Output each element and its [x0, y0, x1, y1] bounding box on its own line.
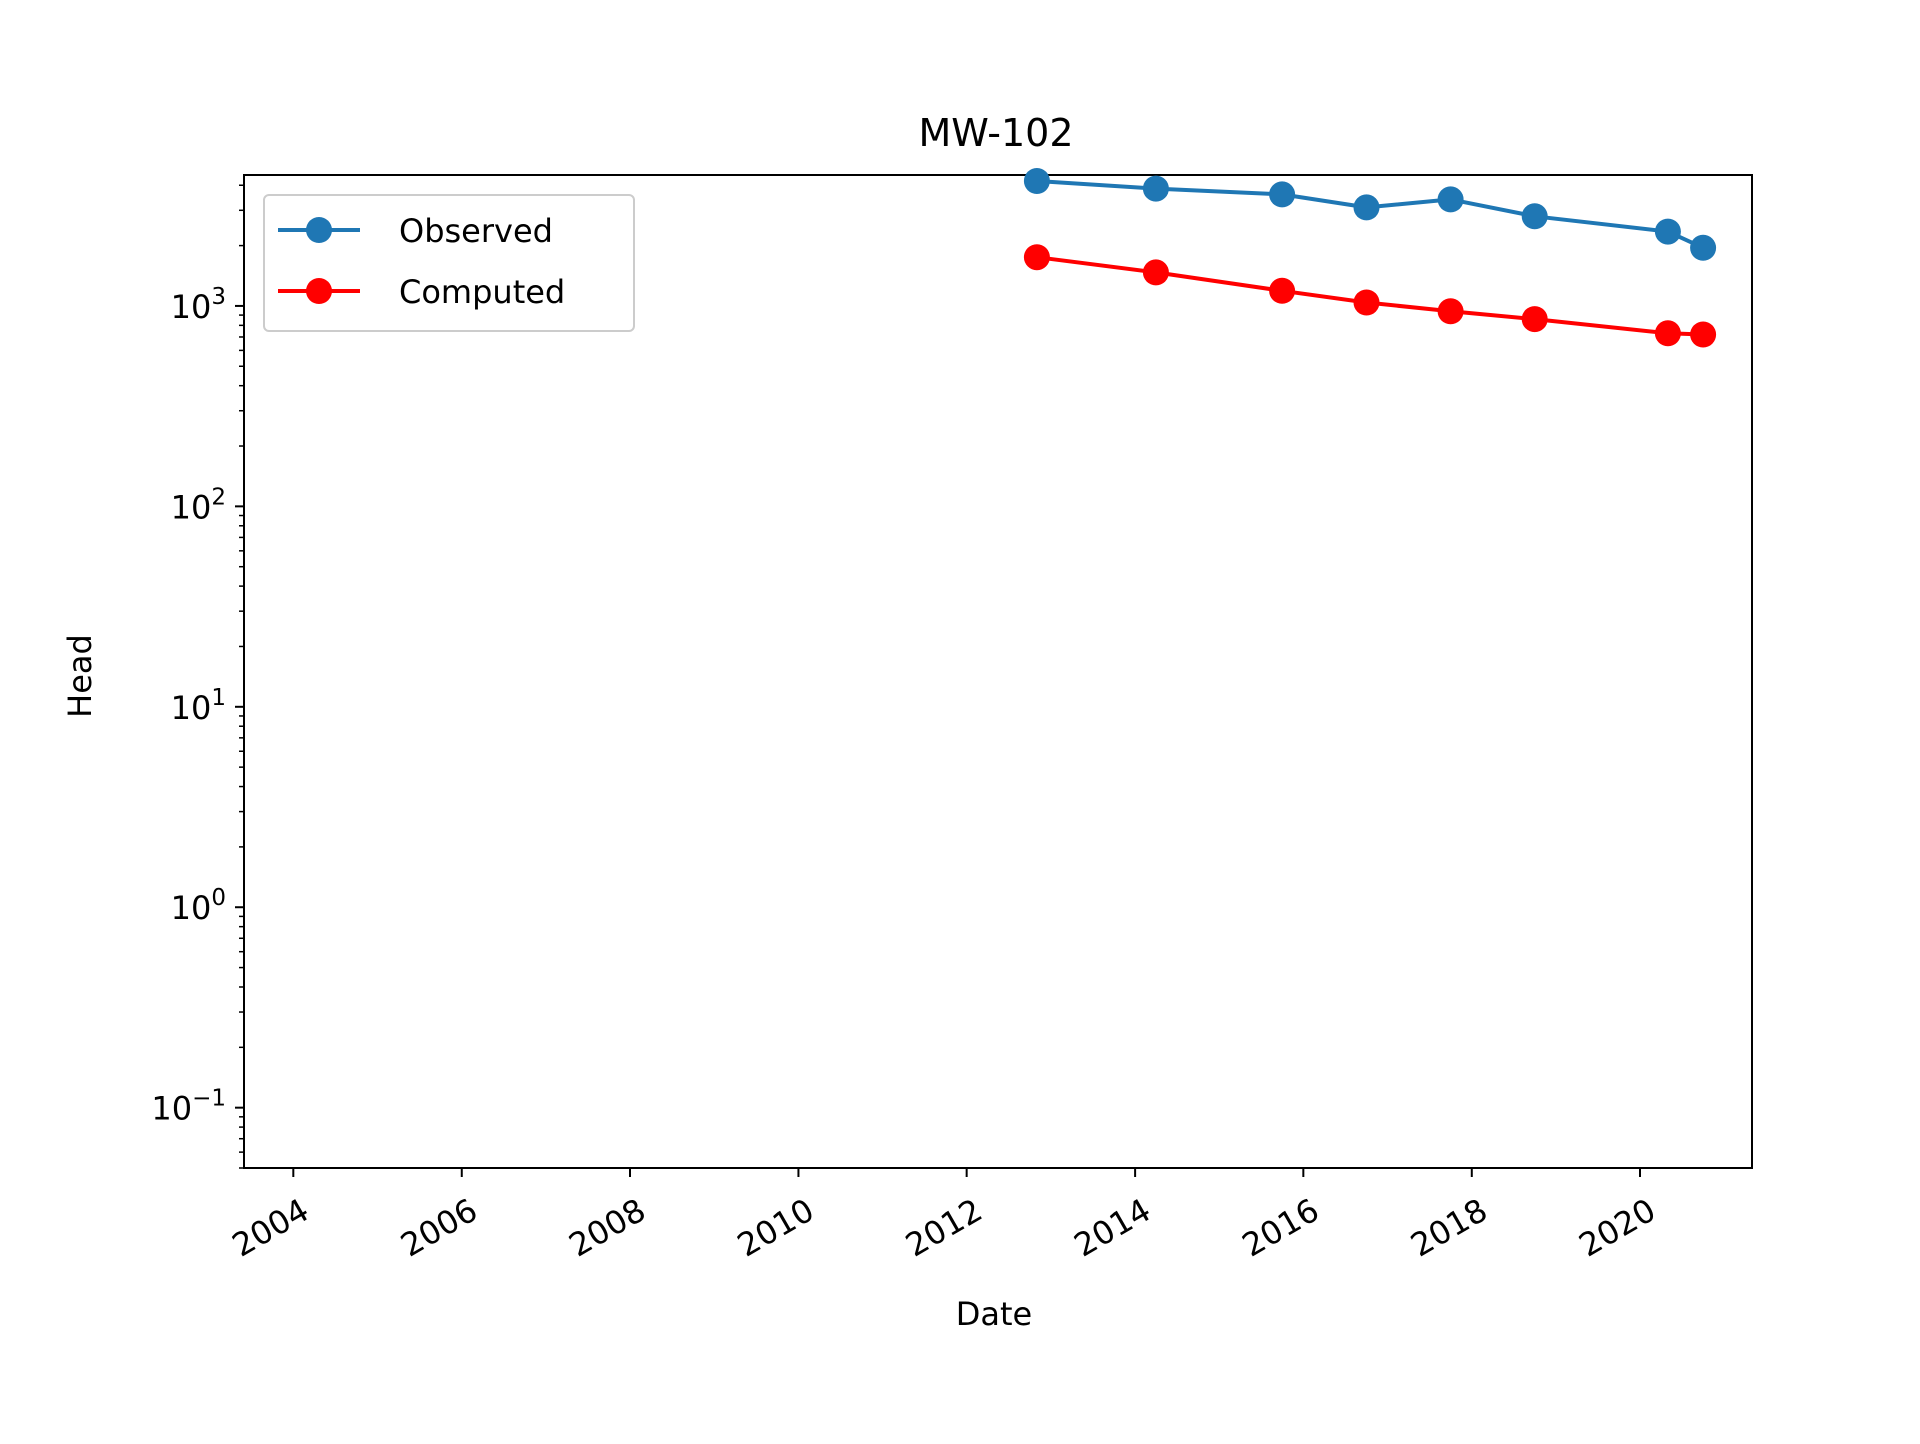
data-point-computed-7 — [1690, 321, 1717, 348]
series-layer — [1023, 168, 1717, 348]
y-tick-label-10: 101 — [171, 685, 226, 727]
data-point-computed-3 — [1353, 289, 1380, 316]
legend: Observed Computed — [263, 194, 635, 332]
data-point-observed-6 — [1654, 218, 1681, 245]
data-point-observed-3 — [1353, 194, 1380, 221]
plot-frame — [243, 174, 1753, 1169]
data-point-observed-2 — [1269, 181, 1296, 208]
y-tick-label-0.1: 10−1 — [151, 1086, 226, 1128]
legend-item-observed: Observed — [278, 212, 553, 250]
y-axis: 10−1 100 101 102 103 — [151, 184, 244, 1169]
data-point-observed-0 — [1023, 168, 1050, 194]
y-tick-label-1000: 103 — [171, 284, 226, 326]
legend-label-observed: Observed — [399, 212, 553, 250]
data-point-observed-1 — [1142, 175, 1169, 202]
data-point-observed-7 — [1690, 234, 1717, 261]
y-tick-label-1: 100 — [171, 885, 226, 927]
series-line-computed — [1036, 255, 1704, 337]
data-point-computed-1 — [1142, 259, 1169, 286]
data-point-computed-6 — [1654, 320, 1681, 347]
x-axis-label: Date — [956, 1295, 1032, 1333]
data-point-computed-2 — [1269, 277, 1296, 304]
legend-marker-computed — [306, 278, 332, 304]
data-point-computed-0 — [1023, 244, 1050, 271]
legend-label-computed: Computed — [399, 273, 565, 311]
series-line-observed — [1036, 179, 1704, 250]
y-axis-label: Head — [61, 634, 99, 718]
data-point-observed-5 — [1521, 203, 1548, 230]
data-point-computed-4 — [1437, 298, 1464, 325]
plot-area — [243, 174, 1753, 1169]
legend-marker-observed — [306, 217, 332, 243]
data-point-computed-5 — [1521, 306, 1548, 333]
y-tick-label-100: 102 — [171, 484, 226, 526]
chart-title: MW-102 — [918, 111, 1073, 155]
legend-item-computed: Computed — [278, 273, 565, 311]
data-point-observed-4 — [1437, 186, 1464, 213]
